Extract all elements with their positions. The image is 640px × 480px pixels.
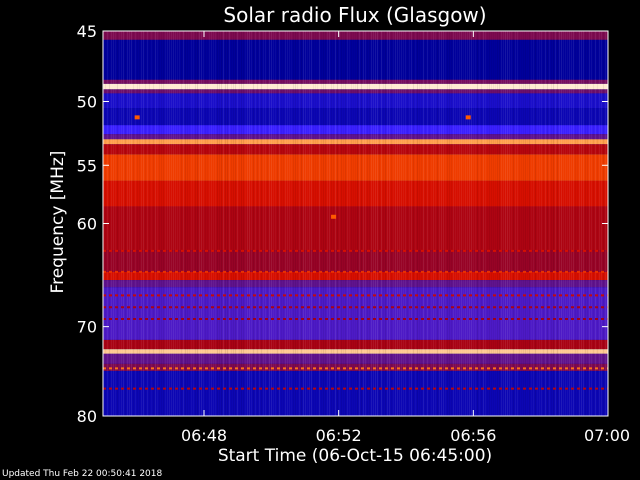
x-tick-label: 06:48: [181, 426, 227, 445]
frequency-band: [103, 180, 608, 207]
frequency-band: [103, 31, 608, 40]
frequency-band: [103, 206, 608, 251]
y-tick-label: 60: [77, 215, 97, 234]
frequency-band: [103, 154, 608, 181]
frequency-band: [103, 39, 608, 80]
frequency-band: [103, 79, 608, 84]
frequency-band: [103, 108, 608, 126]
frequency-band: [103, 349, 608, 354]
y-axis-label: Frequency [MHz]: [48, 151, 68, 294]
frequency-band: [103, 89, 608, 94]
hot-spot: [134, 115, 140, 120]
frequency-band: [103, 93, 608, 109]
frequency-band: [103, 139, 608, 145]
x-tick-label: 07:00: [584, 426, 630, 445]
frequency-band: [103, 371, 608, 416]
y-tick-label: 50: [77, 93, 97, 112]
y-tick-label: 70: [77, 318, 97, 337]
updated-timestamp: Updated Thu Feb 22 00:50:41 2018: [2, 469, 163, 479]
noise-texture: [103, 31, 608, 416]
frequency-band: [103, 280, 608, 288]
x-tick-label: 06:56: [450, 426, 496, 445]
y-tick-label: 80: [77, 407, 97, 426]
frequency-band: [103, 134, 608, 140]
hot-spot: [465, 115, 471, 120]
frequency-band: [103, 250, 608, 272]
y-tick-label: 55: [77, 156, 97, 175]
plot-area: [103, 31, 608, 416]
hot-spot: [331, 214, 337, 219]
frequency-band: [103, 125, 608, 135]
frequency-band: [103, 83, 608, 90]
chart-title: Solar radio Flux (Glasgow): [223, 3, 486, 27]
frequency-band: [103, 353, 608, 364]
axes: 45 50 55 60 70 80 06:48 06:52 06:56 07:00: [77, 22, 630, 445]
y-tick-label: 45: [77, 22, 97, 41]
frequency-band: [103, 271, 608, 281]
x-tick-label: 06:52: [316, 426, 362, 445]
x-axis-label: Start Time (06-Oct-15 06:45:00): [218, 446, 492, 466]
frequency-band: [103, 339, 608, 350]
frequency-band: [103, 144, 608, 155]
